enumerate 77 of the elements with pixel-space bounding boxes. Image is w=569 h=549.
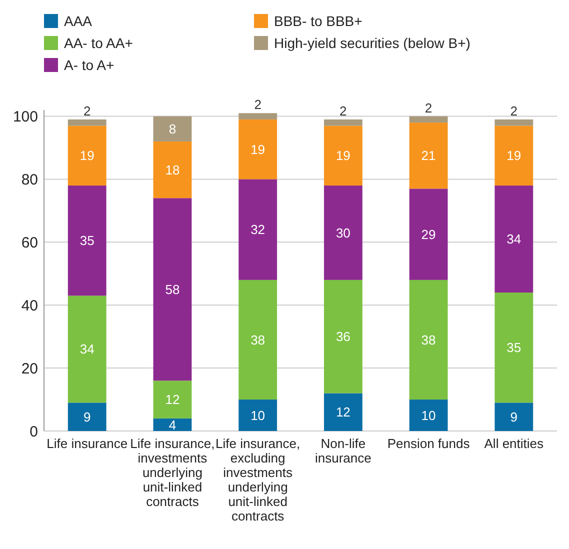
data-label: 34 [506,232,522,247]
data-label: 19 [250,142,266,157]
data-label: 9 [510,409,518,424]
bar [238,400,278,431]
bar [494,402,534,431]
bar [494,186,534,293]
data-label: 10 [250,408,266,423]
data-label: 10 [421,408,436,423]
bar [409,116,448,123]
data-label: 34 [80,342,94,357]
legend-label: AA- to AA+ [64,35,133,51]
data-label: 2 [340,103,347,118]
data-label: 38 [250,332,266,348]
bar [153,116,192,142]
data-label: 29 [421,226,436,242]
data-label: 2 [254,97,262,112]
bar [409,400,448,431]
y-tick-label: 60 [21,234,38,252]
bar [153,198,192,381]
bar [68,119,106,126]
bar [68,296,106,403]
x-tick-label: All entities [484,436,544,451]
bar [494,119,534,126]
bar [153,418,192,431]
bar [494,292,534,403]
data-label: 18 [165,162,180,178]
bar [68,186,106,296]
legend-label: High-yield securities (below B+) [274,35,470,51]
bar [494,126,534,186]
data-label: 9 [83,409,91,424]
data-label: 35 [506,340,522,356]
bar [409,280,448,400]
data-label: 19 [506,148,522,164]
bar [238,119,278,180]
bar [324,119,362,126]
bar [68,126,106,186]
data-label: 12 [336,404,350,420]
data-label: 38 [421,332,436,348]
data-label: 30 [336,225,350,240]
data-label: 2 [510,103,518,118]
x-tick-label: Pension funds [387,436,470,451]
x-tick-label: Life insurance, excluding investments underlying unit-linked contracts [216,436,300,524]
data-label: 2 [83,103,91,118]
bar [409,188,448,280]
bar [238,113,278,120]
bar [153,380,192,418]
bar [409,122,448,189]
legend-label: AAA [64,13,93,29]
legend-label: A- to A+ [64,57,114,73]
x-tick-label: Life insurance [46,436,128,451]
data-label: 35 [80,233,94,248]
x-tick-label: Life insurance, investments underlying unit-linked contracts [130,436,215,509]
data-label: 19 [336,148,350,164]
bar [324,186,362,280]
data-label: 4 [168,417,176,432]
y-tick-label: 0 [30,423,38,440]
data-label: 21 [421,148,436,164]
bar [324,126,362,186]
bar [324,280,362,394]
y-tick-label: 20 [21,360,38,378]
x-tick-label: Non-life insurance [314,436,372,466]
data-label: 2 [424,100,432,116]
bar [238,179,278,280]
legend-label: BBB- to BBB+ [274,13,362,29]
bar [238,280,278,400]
data-label: 58 [165,282,180,297]
y-tick-label: 100 [12,108,38,126]
y-tick-label: 40 [21,297,38,314]
data-label: 19 [80,148,94,164]
data-label: 36 [336,329,350,344]
bar [153,141,192,198]
data-label: 32 [250,222,266,238]
data-label: 12 [165,392,180,408]
bar [68,402,106,431]
data-label: 8 [168,121,176,136]
bar [324,393,362,431]
y-tick-label: 80 [21,171,38,188]
